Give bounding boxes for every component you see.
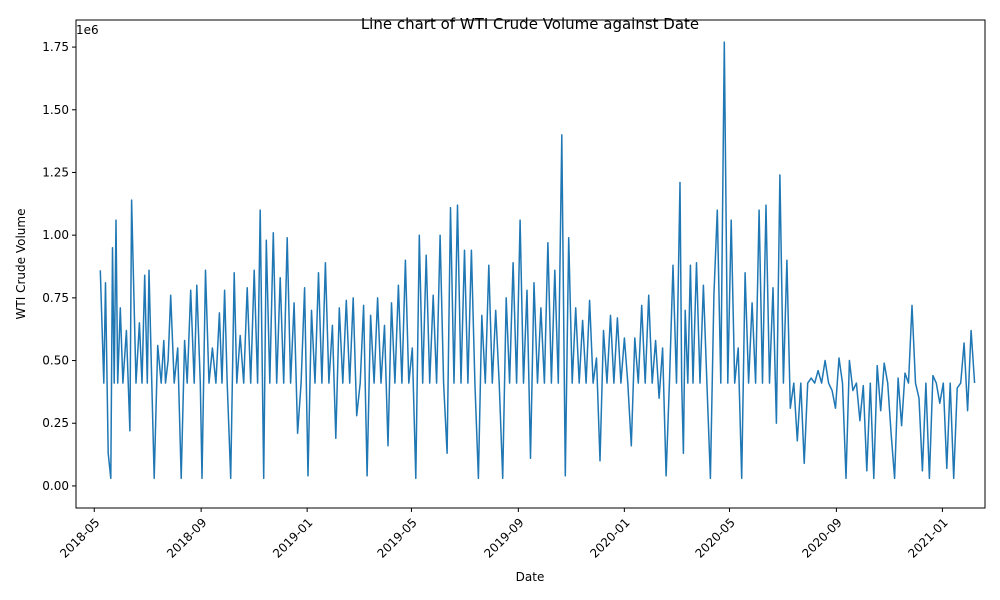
y-tick-label: 1.50 [42,103,69,117]
y-tick-label: 0.25 [42,416,69,430]
y-tick-label: 1.75 [42,40,69,54]
chart-title: Line chart of WTI Crude Volume against D… [361,15,699,33]
y-tick-label: 0.50 [42,354,69,368]
y-tick-label: 0.75 [42,291,69,305]
x-axis-title: Date [516,570,545,584]
y-axis-title: WTI Crude Volume [14,209,28,320]
y-tick-label: 1.00 [42,228,69,242]
y-tick-label: 0.00 [42,479,69,493]
y-offset-label: 1e6 [76,23,99,37]
y-tick-label: 1.25 [42,165,69,179]
